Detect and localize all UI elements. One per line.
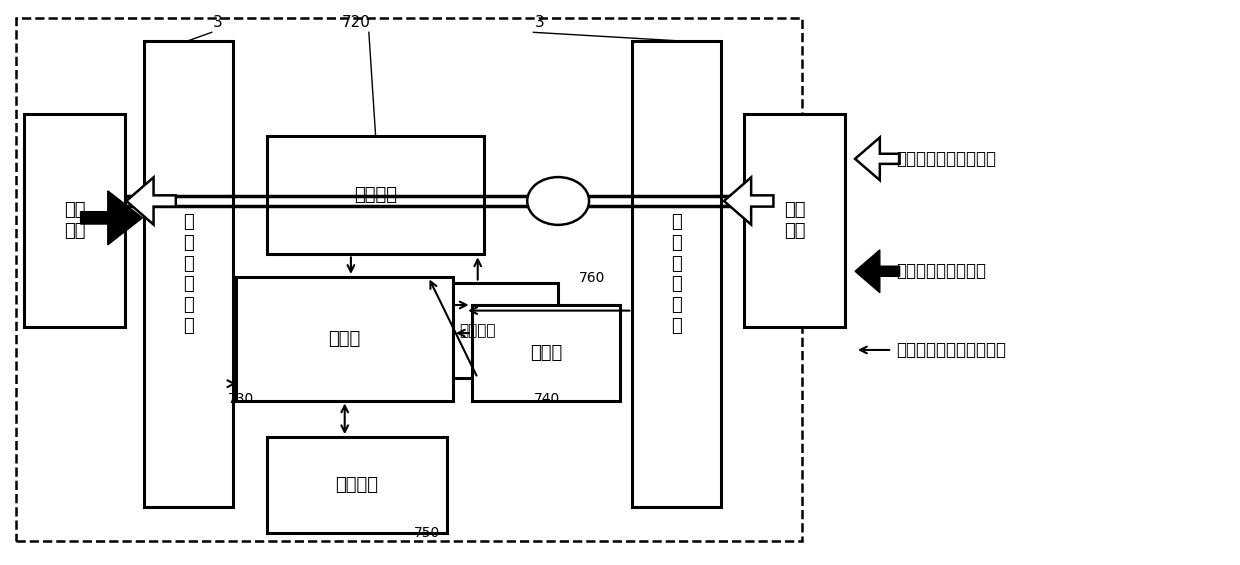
Text: 740: 740 bbox=[533, 392, 559, 406]
Polygon shape bbox=[126, 177, 176, 225]
Bar bbox=[16, 18, 802, 541]
Text: 电源
插座: 电源 插座 bbox=[63, 201, 86, 240]
Polygon shape bbox=[81, 191, 143, 245]
Text: 控制器件: 控制器件 bbox=[355, 186, 397, 205]
Bar bbox=[744, 114, 846, 328]
Bar bbox=[397, 282, 558, 378]
Text: 符号：弱电信号传输路径: 符号：弱电信号传输路径 bbox=[897, 341, 1006, 359]
Text: 符号：热量传输路径: 符号：热量传输路径 bbox=[897, 262, 986, 280]
Bar bbox=[632, 41, 722, 507]
Bar bbox=[24, 114, 125, 328]
Text: 处理器: 处理器 bbox=[329, 330, 361, 347]
Text: 温
度
传
感
器
件: 温 度 传 感 器 件 bbox=[182, 213, 193, 335]
Polygon shape bbox=[724, 177, 774, 225]
Text: 720: 720 bbox=[342, 15, 371, 30]
Bar bbox=[268, 437, 446, 533]
Bar bbox=[144, 41, 233, 507]
Ellipse shape bbox=[527, 177, 589, 225]
Text: 3: 3 bbox=[534, 15, 544, 30]
Text: 730: 730 bbox=[228, 392, 254, 406]
Polygon shape bbox=[856, 137, 899, 180]
Bar bbox=[237, 277, 453, 401]
Text: 760: 760 bbox=[579, 272, 605, 285]
Polygon shape bbox=[856, 250, 899, 293]
Text: 3: 3 bbox=[213, 15, 223, 30]
Bar bbox=[471, 305, 620, 401]
Text: 通信器件: 通信器件 bbox=[336, 476, 378, 494]
Text: 计量器件: 计量器件 bbox=[460, 323, 496, 338]
Text: 符号：交流电流通路径: 符号：交流电流通路径 bbox=[897, 150, 996, 168]
Bar bbox=[268, 136, 484, 254]
Text: 电源
插头: 电源 插头 bbox=[784, 201, 805, 240]
Text: 750: 750 bbox=[413, 525, 440, 540]
Text: 温
度
传
感
器
件: 温 度 传 感 器 件 bbox=[672, 213, 682, 335]
Text: 数据库: 数据库 bbox=[529, 344, 562, 362]
